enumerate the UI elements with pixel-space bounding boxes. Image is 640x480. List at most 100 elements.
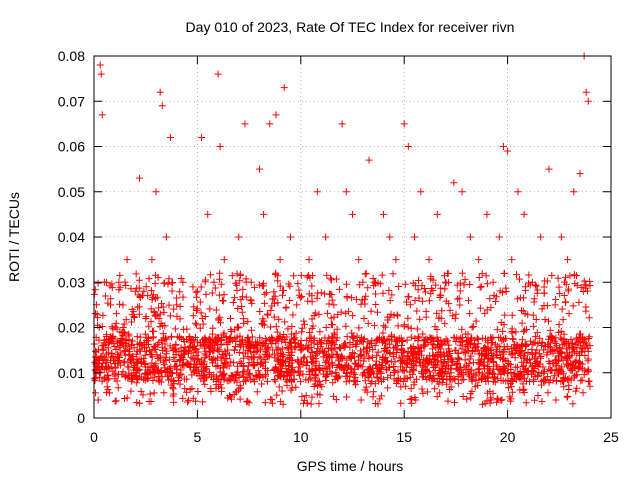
data-point [263, 377, 271, 385]
data-point [296, 367, 304, 375]
data-point [216, 143, 224, 150]
data-point [109, 333, 117, 341]
data-point [232, 279, 240, 287]
data-point [390, 362, 398, 370]
data-point [348, 329, 356, 337]
data-point [478, 374, 486, 382]
data-point [383, 344, 391, 352]
data-point [328, 369, 336, 377]
data-point [456, 287, 464, 295]
data-point [331, 345, 339, 353]
data-point [142, 314, 150, 322]
data-point [270, 299, 278, 307]
data-point [438, 307, 446, 315]
data-point [416, 315, 424, 323]
data-point [333, 325, 341, 333]
data-point [244, 362, 252, 370]
data-point [582, 307, 590, 315]
data-point [221, 360, 229, 368]
data-point [122, 281, 130, 289]
data-point [141, 370, 149, 378]
data-point [443, 270, 451, 278]
data-point [260, 210, 268, 218]
data-point [134, 291, 142, 299]
data-point [561, 353, 569, 361]
data-point [545, 335, 553, 343]
data-point [526, 337, 534, 345]
data-point [104, 386, 112, 394]
data-point [378, 339, 386, 347]
data-point [511, 354, 519, 362]
data-point [239, 370, 247, 378]
data-point [109, 339, 117, 347]
data-point [582, 88, 590, 96]
data-point [394, 337, 402, 345]
data-point [209, 324, 217, 332]
data-point [367, 307, 375, 315]
data-point [187, 360, 195, 368]
data-point [108, 349, 116, 357]
data-point [421, 363, 429, 371]
data-point [281, 318, 289, 326]
data-point [540, 369, 548, 377]
data-point [334, 357, 342, 365]
data-point [498, 355, 506, 363]
data-point [205, 335, 213, 343]
data-point [439, 375, 447, 383]
data-point [453, 359, 461, 367]
data-point [485, 370, 493, 378]
data-point [113, 377, 121, 385]
data-point [100, 353, 108, 361]
data-point [92, 389, 100, 397]
data-point [229, 298, 237, 306]
data-point [202, 336, 210, 344]
data-point [237, 360, 245, 368]
data-point [325, 300, 333, 308]
data-point [507, 383, 515, 391]
data-point [245, 371, 253, 379]
data-point [364, 284, 372, 292]
data-point [280, 351, 288, 359]
data-point [216, 269, 224, 277]
data-point [143, 334, 151, 342]
data-point [202, 351, 210, 359]
data-point [434, 357, 442, 365]
data-point [306, 334, 314, 342]
data-point [549, 359, 557, 367]
data-point [154, 367, 162, 375]
data-point [429, 345, 437, 353]
x-tick-label: 15 [396, 429, 412, 445]
data-point [456, 301, 464, 309]
data-point [360, 335, 368, 343]
data-point [127, 285, 135, 293]
data-point [446, 306, 454, 314]
data-point [530, 295, 538, 303]
data-point [404, 143, 412, 150]
data-point [426, 352, 434, 360]
data-point [124, 363, 132, 371]
data-point [104, 344, 112, 352]
data-point [131, 314, 138, 322]
data-point [271, 366, 279, 374]
data-point [316, 328, 324, 336]
data-point [555, 283, 563, 291]
data-point [411, 233, 419, 241]
data-point [455, 294, 463, 302]
data-point [252, 341, 260, 349]
data-point [91, 353, 99, 361]
data-point [134, 366, 142, 374]
data-point [351, 373, 359, 381]
data-point [155, 375, 163, 383]
data-point [112, 319, 120, 327]
data-point [318, 383, 326, 391]
data-point [279, 345, 287, 353]
data-point [119, 324, 127, 331]
data-point [297, 378, 305, 386]
data-point [226, 393, 234, 401]
data-point [149, 346, 157, 354]
data-point [102, 333, 110, 341]
data-point [393, 348, 401, 356]
data-point [230, 391, 238, 399]
data-point [534, 340, 542, 348]
